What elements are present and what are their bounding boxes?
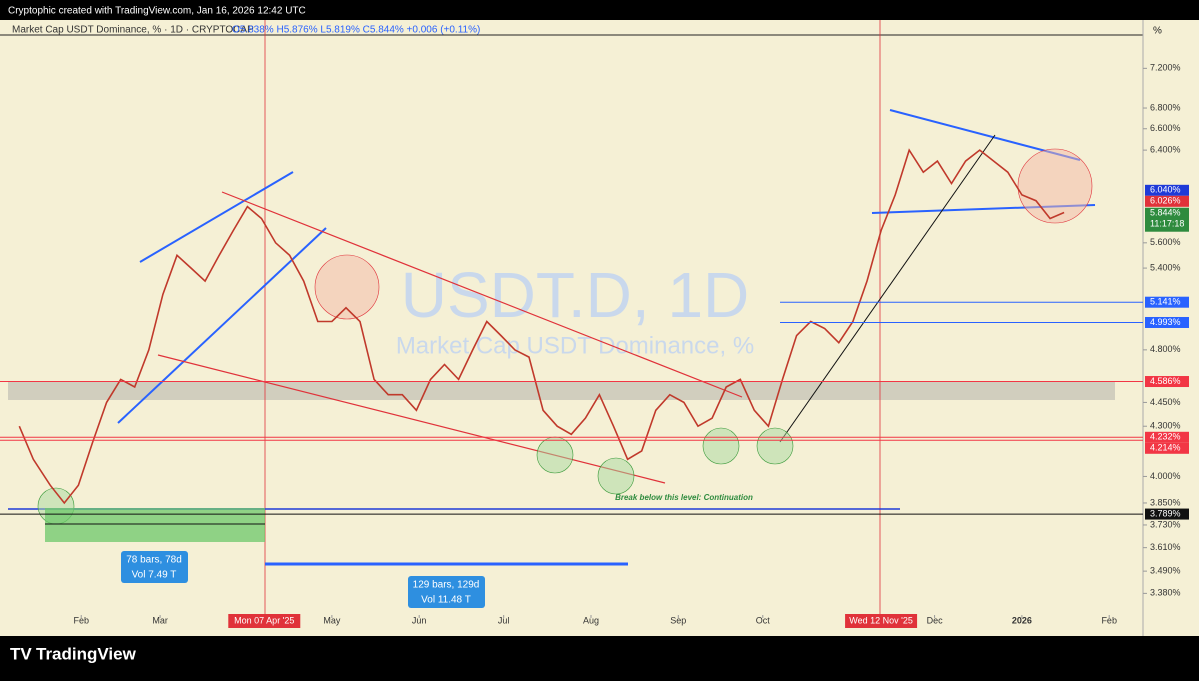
x-tick-label: Dec	[927, 615, 944, 625]
trendline	[157, 354, 666, 484]
price-label: 6.026%	[1150, 196, 1181, 206]
y-tick-label: 6.400%	[1150, 144, 1181, 154]
price-label: 4.232%	[1150, 432, 1181, 442]
range-tag	[408, 576, 485, 608]
y-tick-label: 4.450%	[1150, 397, 1181, 407]
y-tick-label: 4.000%	[1150, 471, 1181, 481]
date-marker-label: Mon 07 Apr '25	[234, 615, 294, 625]
range-vol: Vol 11.48 T	[421, 595, 471, 606]
price-label-box	[1145, 431, 1189, 443]
price-label: 4.993%	[1150, 317, 1181, 327]
y-tick-label: 3.850%	[1150, 497, 1181, 507]
price-label: 3.789%	[1150, 508, 1181, 518]
legend: Market Cap USDT Dominance, % · 1D · CRYP…	[12, 25, 254, 36]
axis-unit: %	[1153, 26, 1162, 37]
zone	[8, 381, 1115, 400]
y-tick-label: 7.200%	[1150, 63, 1181, 73]
price-label: 4.214%	[1150, 443, 1181, 453]
price-label-box	[1145, 442, 1189, 454]
trendline	[139, 171, 294, 263]
price-label-box	[1145, 195, 1189, 207]
price-label-box	[1145, 296, 1189, 308]
x-tick-label: Oct	[756, 615, 771, 625]
drawings: 78 bars, 78d Vol 7.49 T 129 bars, 129d V…	[8, 20, 1115, 615]
highlight	[536, 436, 574, 474]
range-text: 78 bars, 78d	[126, 555, 182, 566]
countdown: 11:17:18	[1150, 219, 1184, 229]
x-tick-label: Jul	[498, 615, 510, 625]
watermark: USDT.D, 1D	[401, 259, 750, 331]
trendline	[221, 191, 743, 398]
x-tick-label: Feb	[73, 615, 89, 625]
trendline	[117, 227, 327, 424]
price-label-box	[1145, 316, 1189, 328]
price-label: 5.141%	[1150, 297, 1181, 307]
price-label: 4.586%	[1150, 376, 1181, 386]
price-label: 5.844%	[1150, 208, 1181, 218]
range-box	[45, 508, 265, 542]
price-label-box	[1145, 376, 1189, 388]
range-text: 129 bars, 129d	[413, 580, 480, 591]
date-marker	[228, 614, 301, 628]
watermark-sub: Market Cap USDT Dominance, %	[396, 332, 754, 359]
range-vol: Vol 7.49 T	[132, 570, 177, 581]
y-tick-label: 5.600%	[1150, 237, 1181, 247]
highlight	[314, 254, 380, 320]
range-tag	[121, 551, 188, 583]
trendline	[779, 134, 996, 443]
footer	[0, 636, 1199, 676]
logo: TV	[10, 644, 32, 663]
x-tick-label: 2026	[1012, 615, 1032, 625]
date-marker	[845, 614, 918, 628]
price-line	[18, 148, 1065, 505]
x-tick-label: May	[323, 615, 341, 625]
y-tick-label: 4.800%	[1150, 344, 1181, 354]
x-tick-label: Feb	[1101, 615, 1117, 625]
note: Break below this level: Continuation	[615, 493, 753, 502]
price-label-box	[1145, 184, 1189, 196]
credit: Cryptophic created with TradingView.com,…	[8, 6, 306, 17]
brand: TradingView	[36, 644, 137, 663]
y-tick-label: 6.600%	[1150, 123, 1181, 133]
y-tick-label: 5.400%	[1150, 262, 1181, 272]
y-tick-label: 4.300%	[1150, 421, 1181, 431]
y-tick-label: 3.490%	[1150, 566, 1181, 576]
highlight	[702, 427, 740, 465]
price-label-box	[1145, 207, 1189, 232]
y-tick-label: 3.380%	[1150, 588, 1181, 598]
y-tick-label: 6.800%	[1150, 102, 1181, 112]
top-bar	[0, 0, 1199, 20]
x-tick-label: Aug	[583, 615, 599, 625]
y-tick-label: 3.730%	[1150, 519, 1181, 529]
ohlc: O5.838% H5.876% L5.819% C5.844% +0.006 (…	[232, 25, 480, 36]
x-tick-label: Mar	[152, 615, 168, 625]
price-label: 6.040%	[1150, 185, 1181, 195]
x-tick-label: Jun	[412, 615, 427, 625]
x-tick-label: Sep	[670, 615, 686, 625]
y-tick-label: 3.610%	[1150, 542, 1181, 552]
highlight	[597, 457, 635, 495]
highlight	[1017, 148, 1093, 224]
highlight	[756, 427, 794, 465]
date-marker-label: Wed 12 Nov '25	[849, 615, 913, 625]
price-label-box	[1145, 508, 1189, 520]
